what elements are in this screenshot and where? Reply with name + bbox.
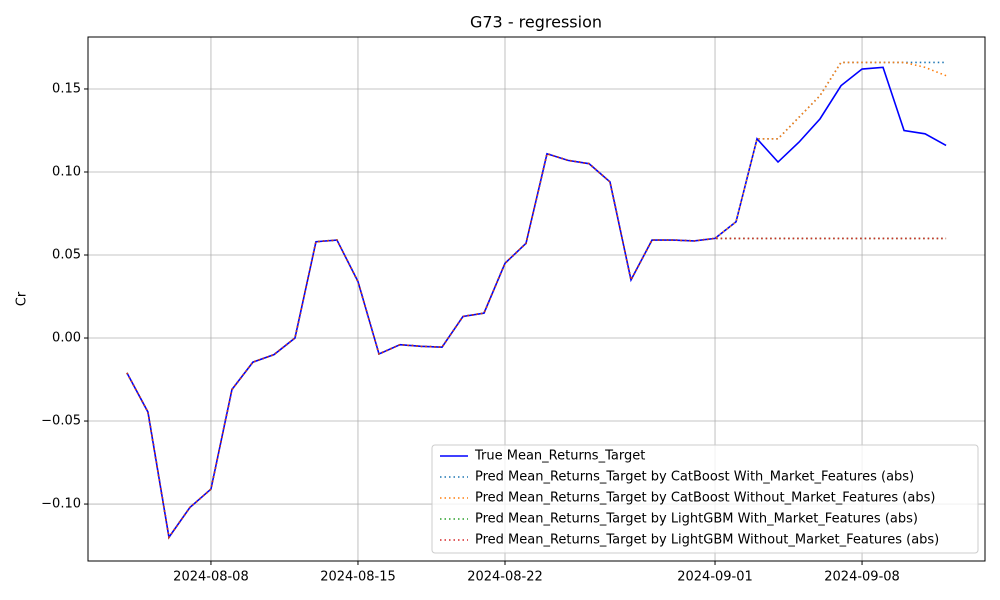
y-tick-label: −0.10 bbox=[41, 497, 81, 512]
series-line bbox=[126, 152, 947, 540]
x-tick-label: 2024-08-08 bbox=[173, 570, 249, 585]
x-tick-label: 2024-08-15 bbox=[320, 570, 396, 585]
legend: True Mean_Returns_Target Pred Mean_Return… bbox=[431, 444, 979, 554]
legend-label: True Mean_Returns_Target bbox=[474, 449, 645, 464]
x-tick-label: 2024-08-22 bbox=[467, 570, 543, 585]
y-tick-label: 0.00 bbox=[52, 331, 81, 346]
x-tick-label: 2024-09-08 bbox=[824, 570, 900, 585]
x-tick-label: 2024-09-01 bbox=[677, 570, 753, 585]
y-tick-label: 0.15 bbox=[52, 81, 81, 96]
plot-frame bbox=[87, 36, 986, 562]
legend-box bbox=[431, 444, 979, 554]
chart-title: G73 - regression bbox=[470, 13, 602, 32]
y-axis-label: Cr bbox=[15, 291, 30, 306]
legend-label: Pred Mean_Returns_Target by CatBoost Wit… bbox=[475, 491, 935, 506]
y-tick-label: −0.05 bbox=[41, 414, 81, 429]
y-tick-label: 0.10 bbox=[52, 164, 81, 179]
legend-label: Pred Mean_Returns_Target by CatBoost Wit… bbox=[475, 470, 914, 485]
y-tick-label: 0.05 bbox=[52, 248, 81, 263]
legend-label: Pred Mean_Returns_Target by LightGBM Wit… bbox=[475, 512, 918, 527]
legend-label: Pred Mean_Returns_Target by LightGBM Wit… bbox=[475, 533, 939, 548]
